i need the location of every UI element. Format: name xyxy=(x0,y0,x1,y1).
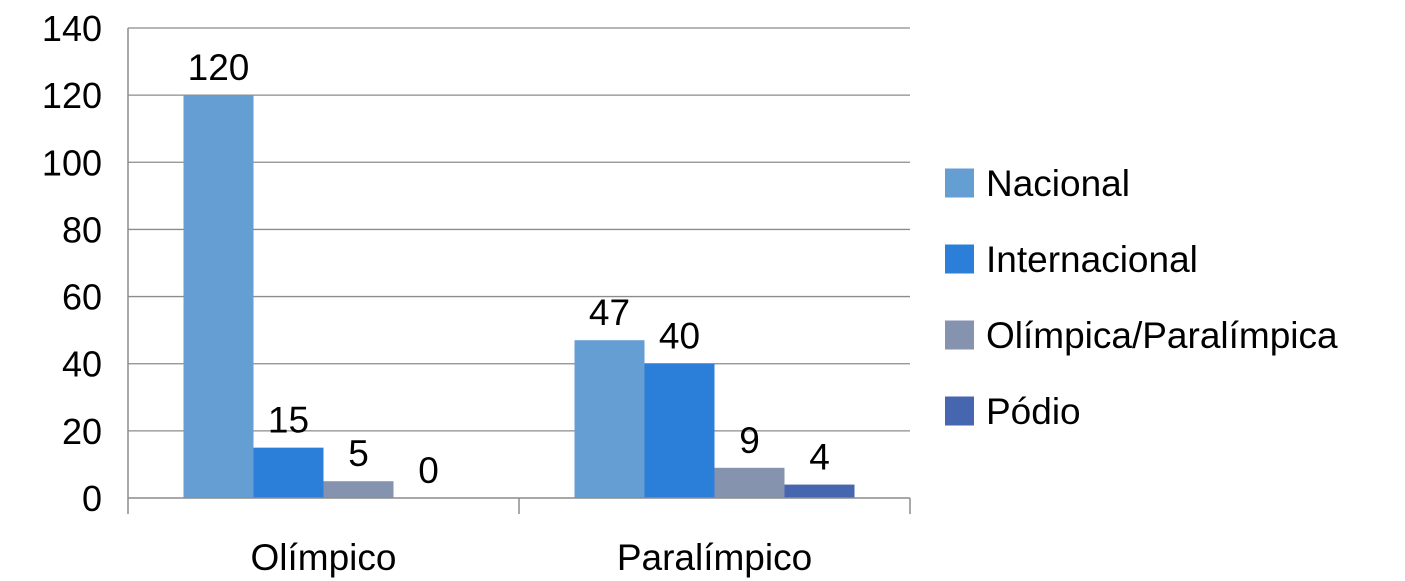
legend-swatch xyxy=(945,320,974,350)
bar xyxy=(323,481,394,498)
y-tick-label: 60 xyxy=(62,277,102,318)
bar xyxy=(183,95,254,499)
data-label: 4 xyxy=(809,437,830,478)
legend-label: Olímpica/Paralímpica xyxy=(986,315,1338,356)
bar xyxy=(644,363,715,498)
legend-label: Pódio xyxy=(986,391,1081,432)
bar xyxy=(574,340,645,498)
legend-label: Nacional xyxy=(986,163,1130,204)
y-tick-label: 20 xyxy=(62,411,102,452)
bar xyxy=(714,467,785,498)
legend-item: Pódio xyxy=(945,391,1081,432)
y-axis-tick-labels: 0 20 40 60 80 100 120 140 xyxy=(42,8,102,519)
data-label: 40 xyxy=(659,316,700,357)
legend-item: Internacional xyxy=(945,239,1198,280)
legend-swatch xyxy=(945,396,974,426)
data-label: 15 xyxy=(268,400,309,441)
data-labels: 120 15 5 0 47 40 9 4 xyxy=(188,47,830,491)
data-label: 0 xyxy=(418,450,439,491)
bar xyxy=(784,484,855,498)
x-category-label: Olímpico xyxy=(251,537,397,578)
data-label: 47 xyxy=(589,292,630,333)
y-tick-label: 100 xyxy=(42,142,102,183)
bar xyxy=(253,447,324,498)
y-tick-label: 120 xyxy=(42,75,102,116)
legend-swatch xyxy=(945,168,974,198)
bars xyxy=(183,95,855,499)
legend-item: Olímpica/Paralímpica xyxy=(945,315,1338,356)
y-tick-label: 0 xyxy=(82,478,102,519)
x-axis-category-labels: Olímpico Paralímpico xyxy=(251,537,813,578)
y-tick-label: 40 xyxy=(62,344,102,385)
axes xyxy=(127,28,911,514)
legend: Nacional Internacional Olímpica/Paralímpic… xyxy=(945,163,1338,432)
x-category-label: Paralímpico xyxy=(617,537,812,578)
y-tick-label: 140 xyxy=(42,8,102,49)
data-label: 9 xyxy=(739,420,760,461)
legend-swatch xyxy=(945,244,974,274)
y-tick-label: 80 xyxy=(62,209,102,250)
data-label: 5 xyxy=(348,433,369,474)
legend-item: Nacional xyxy=(945,163,1130,204)
data-label: 120 xyxy=(188,47,250,88)
gridlines xyxy=(128,27,910,432)
legend-label: Internacional xyxy=(986,239,1198,280)
